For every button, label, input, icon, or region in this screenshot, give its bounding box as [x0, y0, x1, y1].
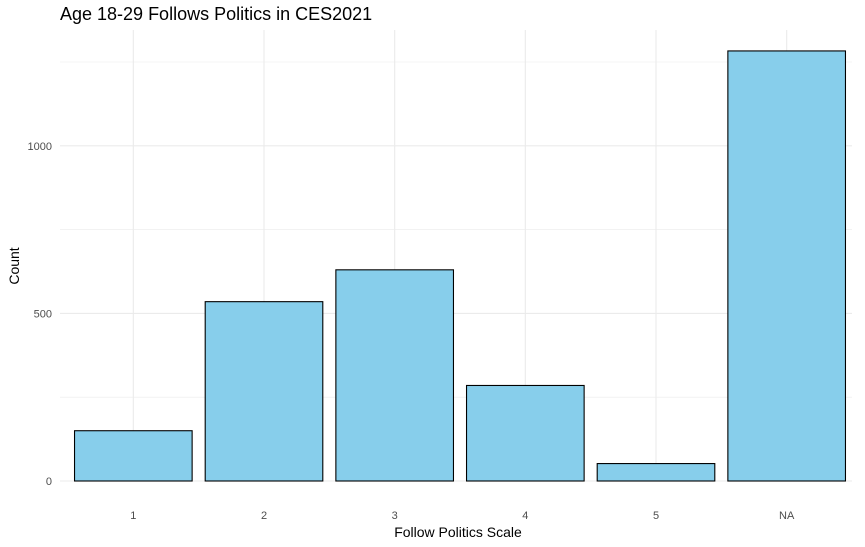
bar-layer: [73, 50, 847, 482]
bar-5: [596, 463, 716, 482]
x-tick-label: 3: [392, 510, 398, 522]
chart-title: Age 18-29 Follows Politics in CES2021: [60, 4, 373, 24]
x-tick-label: 5: [653, 510, 659, 522]
x-axis-title: Follow Politics Scale: [394, 524, 522, 540]
bar-2: [204, 301, 324, 482]
y-axis-title: Count: [6, 247, 22, 284]
bar-4: [465, 384, 585, 482]
bar-3: [335, 269, 455, 482]
x-tick-label: NA: [779, 510, 795, 522]
y-tick-label: 1000: [28, 141, 52, 153]
x-tick-label: 2: [261, 510, 267, 522]
x-tick-label: 1: [130, 510, 136, 522]
x-tick-label: 4: [522, 510, 528, 522]
bar-1: [73, 430, 193, 482]
y-tick-label: 0: [46, 476, 52, 488]
y-tick-label: 500: [34, 308, 52, 320]
x-tick-labels: 1 2 3 4 5 NA: [130, 510, 795, 522]
y-tick-labels: 0 500 1000: [28, 141, 52, 488]
bar-na: [727, 50, 847, 482]
